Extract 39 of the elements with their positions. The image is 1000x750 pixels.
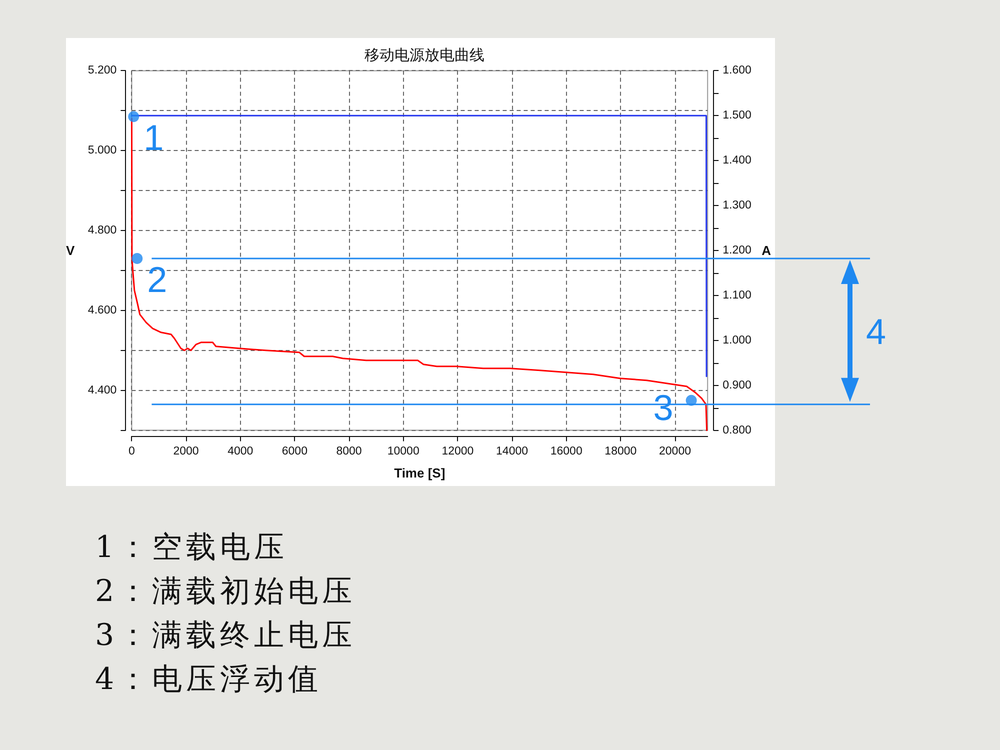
y2-tick-label: 1.400: [722, 154, 752, 167]
y2-tick-label: 0.800: [722, 424, 752, 436]
x-tick-label: 6000: [282, 445, 308, 458]
y-axis-title: V: [66, 243, 76, 258]
text: 4：电压浮动值: [95, 661, 324, 699]
y2-tick-label: 1.300: [722, 200, 752, 212]
x-tick-label: 4000: [228, 445, 254, 458]
y-tick-label: 4.800: [88, 224, 117, 237]
y2-tick-label: 1.600: [722, 64, 752, 77]
y2-tick-label: 1.100: [722, 289, 752, 302]
chart-title: 移动电源放电曲线: [364, 47, 485, 64]
y-tick-label: 5.200: [88, 64, 117, 77]
x-tick-label: 10000: [387, 445, 420, 458]
y-tick-label: 4.600: [88, 304, 117, 316]
x-tick-label: 12000: [442, 445, 474, 458]
text: 3：满载终止电压: [95, 617, 356, 655]
point: [128, 111, 140, 122]
y2-axis-title: A: [762, 243, 772, 258]
x-tick-label: 14000: [496, 445, 528, 458]
text: 4: [866, 310, 886, 352]
point: [686, 394, 697, 406]
x-tick-label: 16000: [550, 445, 582, 458]
annotation: 2: [147, 258, 168, 300]
text: 2：满载初始电压: [95, 573, 356, 611]
x-axis-title: Time [S]: [394, 465, 446, 480]
x-tick-label: 2000: [173, 445, 199, 458]
y-tick-label: 4.400: [88, 384, 117, 396]
y2-tick-label: 1.000: [722, 334, 752, 346]
x-tick-label: 0: [128, 445, 135, 458]
x-tick-label: 18000: [604, 445, 637, 458]
y-tick-label: 5.000: [88, 144, 117, 157]
x-tick-label: 20000: [659, 445, 691, 458]
text: 1：空载电压: [95, 529, 290, 567]
y2-tick-label: 0.900: [722, 379, 752, 392]
x-tick-label: 8000: [336, 445, 362, 458]
annotation: 1: [144, 117, 164, 158]
y2-tick-label: 1.200: [722, 244, 752, 256]
y2-tick-label: 1.500: [722, 110, 752, 122]
point: [132, 252, 143, 264]
